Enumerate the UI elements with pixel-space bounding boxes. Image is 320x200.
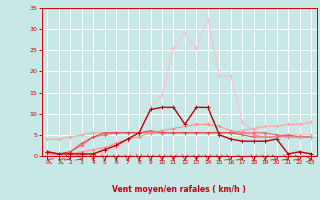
- X-axis label: Vent moyen/en rafales ( km/h ): Vent moyen/en rafales ( km/h ): [112, 185, 246, 194]
